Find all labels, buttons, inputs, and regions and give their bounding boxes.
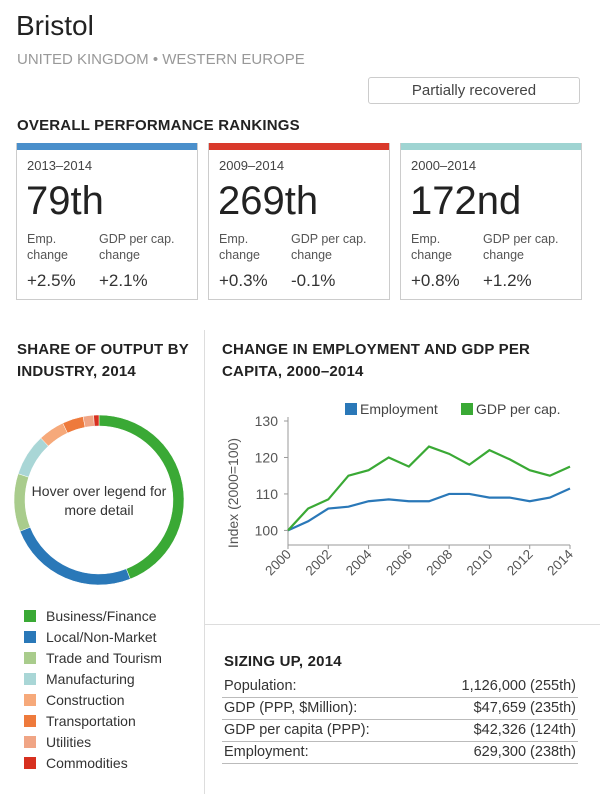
sizing-label: Population:	[224, 678, 297, 694]
card-rank: 79th	[26, 179, 104, 223]
legend-label: Manufacturing	[46, 671, 135, 687]
legend-label: Commodities	[46, 755, 128, 771]
divider	[204, 330, 205, 794]
card-color-bar	[209, 143, 389, 150]
x-tick-label: 2000	[262, 547, 294, 579]
donut-slice	[62, 416, 86, 434]
gdp-label: GDP per cap. change	[99, 232, 175, 262]
legend-entry[interactable]: Transportation	[24, 711, 136, 731]
ranking-card: 2013–2014 79th Emp. change GDP per cap. cha…	[16, 143, 198, 300]
legend-swatch	[24, 610, 36, 622]
donut-note: Hover over legend for more detail	[31, 483, 167, 518]
legend-swatch	[461, 403, 473, 415]
donut-slice	[93, 414, 100, 427]
emp-value: +0.8%	[411, 271, 460, 290]
legend-entry[interactable]: Construction	[24, 690, 125, 710]
sizing-title: SIZING UP, 2014	[224, 653, 342, 670]
x-tick-label: 2004	[343, 546, 375, 578]
gdp-value: +2.1%	[99, 271, 148, 290]
donut-slice	[40, 422, 68, 447]
series-line	[287, 445, 571, 532]
legend-label: Utilities	[46, 734, 92, 750]
emp-label: Emp. change	[27, 232, 69, 262]
status-badge: Partially recovered	[368, 77, 580, 104]
sizing-label: GDP (PPP, $Million):	[224, 700, 358, 716]
rankings-title: OVERALL PERFORMANCE RANKINGS	[17, 117, 300, 134]
sizing-value: 1,126,000 (255th)	[461, 678, 576, 694]
emp-value: +2.5%	[27, 271, 76, 290]
x-tick-label: 2008	[423, 547, 455, 579]
y-tick-label: 130	[255, 413, 279, 429]
legend-swatch	[24, 673, 36, 685]
emp-label: Emp. change	[411, 232, 453, 262]
legend-swatch	[24, 631, 36, 643]
ranking-card: 2009–2014 269th Emp. change GDP per cap. ch…	[208, 143, 390, 300]
sizing-row: GDP (PPP, $Million): $47,659 (235th)	[222, 698, 578, 720]
donut-slice	[19, 526, 131, 586]
x-tick-label: 2002	[303, 547, 335, 579]
sizing-value: $47,659 (235th)	[473, 700, 576, 716]
legend-label: Construction	[46, 692, 125, 708]
y-tick-label: 100	[255, 522, 279, 538]
legend-swatch	[24, 652, 36, 664]
legend-swatch	[24, 694, 36, 706]
legend-entry[interactable]: Manufacturing	[24, 669, 135, 689]
card-color-bar	[401, 143, 581, 150]
legend-entry[interactable]: Local/Non-Market	[24, 627, 157, 647]
sizing-row: Population: 1,126,000 (255th)	[222, 676, 578, 698]
card-period: 2013–2014	[27, 158, 93, 173]
sizing-label: GDP per capita (PPP):	[224, 722, 370, 738]
sizing-value: $42,326 (124th)	[473, 722, 576, 738]
series-line	[287, 487, 571, 532]
divider	[204, 624, 600, 625]
gdp-value: +1.2%	[483, 271, 532, 290]
y-axis-label: Index (2000=100)	[225, 438, 241, 548]
donut-slice	[13, 473, 31, 532]
donut-chart	[13, 414, 185, 586]
gdp-label: GDP per cap. change	[483, 232, 559, 262]
line-chart: 100 110 120 130 2000 2002 2004 2006 2008 2010 2012…	[225, 401, 576, 579]
x-tick-label: 2006	[383, 547, 415, 579]
card-rank: 269th	[218, 179, 319, 223]
x-tick-label: 2014	[544, 546, 576, 578]
region-subtitle: UNITED KINGDOM • WESTERN EUROPE	[17, 51, 305, 68]
donut-slice	[17, 437, 49, 478]
gdp-value: -0.1%	[291, 271, 336, 290]
legend-label: Local/Non-Market	[46, 629, 157, 645]
sizing-row: Employment: 629,300 (238th)	[222, 742, 578, 764]
legend-swatch	[24, 757, 36, 769]
legend-swatch	[345, 403, 357, 415]
legend-entry[interactable]: Trade and Tourism	[24, 648, 162, 668]
legend-entry[interactable]: Utilities	[24, 732, 91, 752]
donut-title: SHARE OF OUTPUT BY INDUSTRY, 2014	[17, 341, 189, 380]
gdp-label: GDP per cap. change	[291, 232, 367, 262]
legend-swatch	[24, 715, 36, 727]
card-period: 2009–2014	[219, 158, 285, 173]
card-color-bar	[17, 143, 197, 150]
sizing-label: Employment:	[224, 744, 309, 760]
legend-label: Business/Finance	[46, 608, 157, 624]
card-period: 2000–2014	[411, 158, 477, 173]
emp-label: Emp. change	[219, 232, 261, 262]
legend-entry[interactable]: Commodities	[24, 753, 128, 773]
legend-label: Trade and Tourism	[46, 650, 162, 666]
legend-label: Employment	[360, 401, 438, 417]
legend-label: GDP per cap.	[476, 401, 561, 417]
emp-value: +0.3%	[219, 271, 268, 290]
card-rank: 172nd	[410, 179, 522, 223]
sizing-row: GDP per capita (PPP): $42,326 (124th)	[222, 720, 578, 742]
city-title: Bristol	[16, 10, 94, 41]
legend-swatch	[24, 736, 36, 748]
sizing-value: 629,300 (238th)	[473, 744, 576, 760]
ranking-card: 2000–2014 172nd Emp. change GDP per cap. ch…	[400, 143, 582, 300]
legend-entry[interactable]: Business/Finance	[24, 606, 157, 626]
line-title: CHANGE IN EMPLOYMENT AND GDP PER CAPITA,…	[222, 341, 531, 380]
donut-slice	[82, 414, 95, 428]
legend-label: Transportation	[46, 713, 136, 729]
y-tick-label: 120	[255, 449, 279, 465]
x-tick-label: 2010	[464, 547, 496, 579]
x-tick-label: 2012	[504, 547, 536, 579]
y-tick-label: 110	[256, 486, 279, 502]
